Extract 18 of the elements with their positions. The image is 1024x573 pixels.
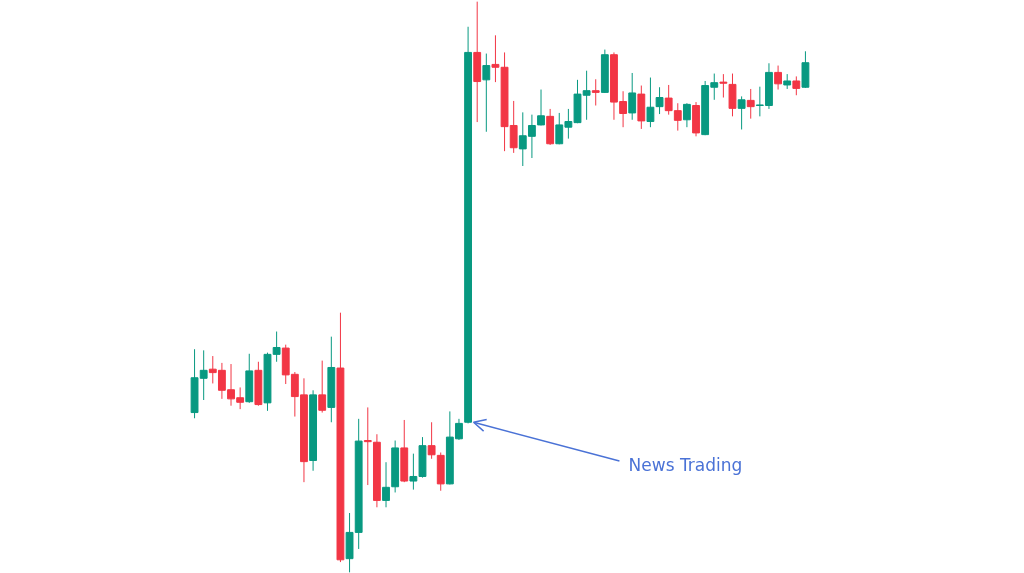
candlestick: [746, 88, 755, 120]
candlestick: [591, 78, 600, 107]
candlestick: [482, 53, 491, 133]
candlestick: [737, 95, 746, 130]
candlestick: [628, 72, 637, 121]
candlestick: [646, 77, 655, 128]
candlestick: [363, 406, 372, 486]
candlestick: [682, 102, 691, 128]
candlestick: [774, 65, 782, 91]
candlestick: [792, 75, 801, 96]
candlestick: [382, 461, 390, 508]
candlestick: [719, 73, 728, 99]
candlestick: [537, 89, 545, 126]
candlestick: [427, 421, 436, 460]
candlestick: [728, 73, 737, 117]
annotation: News Trading: [628, 455, 743, 476]
candlestick: [655, 86, 664, 115]
candlestick: [318, 360, 327, 414]
